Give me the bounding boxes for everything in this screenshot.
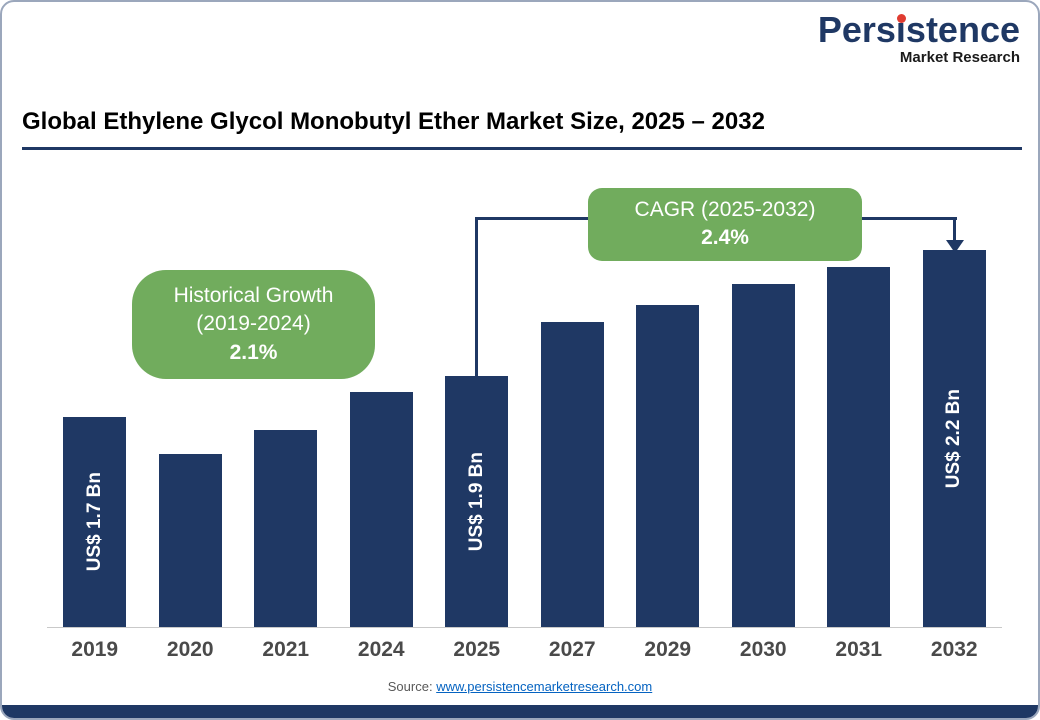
historical-growth-value: 2.1%	[229, 340, 278, 364]
source-link[interactable]: www.persistencemarketresearch.com	[436, 679, 653, 694]
bar-column-2024	[334, 202, 430, 627]
bar-2029	[636, 305, 700, 627]
logo-subtitle: Market Research	[899, 49, 1020, 66]
bar-column-2027	[525, 202, 621, 627]
bar-2019: US$ 1.7 Bn	[63, 417, 127, 627]
x-axis: 2019 2020 2021 2024 2025 2027 2029 2030 2031 2032	[47, 638, 1002, 662]
bar-2020	[158, 454, 222, 627]
cagr-callout: CAGR (2025-2032) 2.4%	[588, 188, 862, 261]
bar-2031	[827, 267, 891, 627]
cagr-value: 2.4%	[701, 226, 749, 250]
bar-value-label-2032: US$ 2.2 Bn	[943, 388, 965, 489]
bar-column-2021	[238, 202, 334, 627]
bar-column-2032: US$ 2.2 Bn	[907, 202, 1003, 627]
arrow-down-icon	[946, 240, 964, 253]
source-label: Source:	[387, 679, 433, 694]
logo-brand-text: Persistence	[817, 9, 1020, 50]
bar-column-2031	[811, 202, 907, 627]
cagr-line1: CAGR (2025-2032)	[634, 198, 816, 221]
bar-2027	[540, 322, 604, 627]
bar-2024	[349, 392, 413, 627]
x-axis-label-2027: 2027	[548, 638, 596, 661]
bar-2030	[731, 284, 795, 627]
x-axis-label-2019: 2019	[71, 638, 119, 661]
x-axis-label-2024: 2024	[357, 638, 405, 661]
historical-growth-callout: Historical Growth (2019-2024) 2.1%	[132, 270, 375, 380]
x-axis-label-2025: 2025	[453, 638, 501, 661]
footer-bar	[2, 705, 1038, 718]
bar-value-label-2025: US$ 1.9 Bn	[465, 451, 487, 552]
cagr-connector-left	[475, 217, 478, 377]
logo-red-dot-icon	[896, 14, 906, 23]
historical-growth-line2: (2019-2024)	[196, 312, 311, 336]
bar-2032: US$ 2.2 Bn	[922, 250, 986, 627]
bar-value-label-2019: US$ 1.7 Bn	[83, 472, 105, 572]
bar-column-2020	[143, 202, 239, 627]
x-axis-label-2031: 2031	[835, 638, 883, 661]
historical-growth-line1: Historical Growth	[173, 284, 334, 307]
bars: US$ 1.7 Bn US$ 1.9 Bn US$ 2.2 Bn	[47, 202, 1002, 628]
x-axis-label-2032: 2032	[930, 638, 978, 661]
x-axis-label-2020: 2020	[166, 638, 214, 661]
bar-column-2029	[620, 202, 716, 627]
bar-2025: US$ 1.9 Bn	[445, 376, 509, 627]
title-underline	[22, 147, 1022, 150]
company-logo: Persistence Market Research	[817, 9, 1020, 67]
cagr-connector-right	[953, 217, 956, 242]
bar-column-2030	[716, 202, 812, 627]
bar-2021	[254, 430, 318, 627]
x-axis-label-2029: 2029	[644, 638, 692, 661]
bar-column-2019: US$ 1.7 Bn	[47, 202, 143, 627]
x-axis-label-2030: 2030	[739, 638, 787, 661]
bar-column-2025: US$ 1.9 Bn	[429, 202, 525, 627]
source-line: Source: www.persistencemarketresearch.co…	[2, 679, 1038, 694]
x-axis-label-2021: 2021	[262, 638, 310, 661]
page-title: Global Ethylene Glycol Monobutyl Ether M…	[22, 108, 765, 135]
